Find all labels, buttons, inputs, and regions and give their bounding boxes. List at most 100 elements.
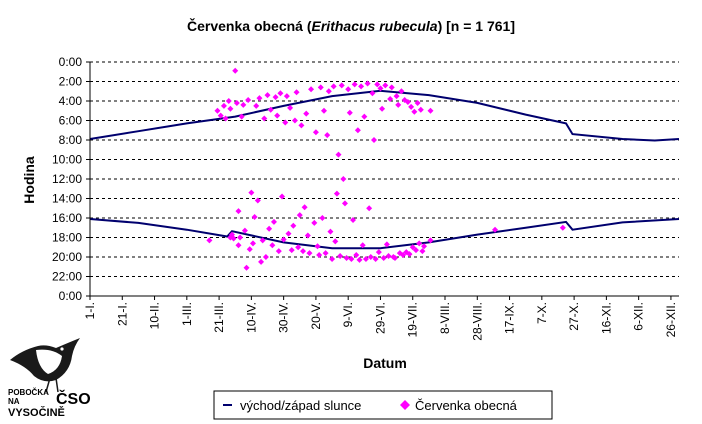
robin-point [427, 237, 434, 244]
robin-point [235, 242, 242, 249]
robin-point [414, 99, 421, 106]
y-tick-label: 16:00 [52, 211, 82, 225]
robin-point [353, 252, 360, 259]
robin-point [408, 103, 415, 110]
robin-point [367, 254, 374, 260]
robin-point [319, 215, 326, 221]
robin-point [298, 122, 305, 129]
y-axis-title: Hodina [21, 156, 37, 204]
robin-point [421, 243, 428, 250]
robin-point [282, 119, 289, 126]
robin-point [330, 83, 337, 90]
robin-point [261, 115, 268, 122]
x-tick-label: 16-XI. [599, 302, 613, 334]
x-tick-label: 6-XII. [632, 302, 646, 331]
robin-point [385, 253, 392, 260]
robin-point [338, 82, 345, 89]
robin-point [227, 105, 234, 112]
y-tick-label: 22:00 [52, 270, 82, 284]
robin-point [258, 258, 265, 265]
robin-point [380, 254, 387, 261]
robin-point [248, 189, 255, 196]
robin-point [233, 99, 240, 106]
robin-point [238, 113, 245, 120]
cso-logo: POBOČKA ČSO NA VYSOČINĚ [8, 338, 91, 419]
legend-box [213, 390, 553, 420]
robin-point [222, 115, 229, 122]
robin-point [324, 132, 331, 139]
robin-point [262, 254, 269, 260]
robin-point [237, 234, 244, 241]
x-tick-label: 27-X. [567, 302, 581, 331]
x-tick-label: 10-IV. [244, 302, 258, 333]
robin-point [320, 107, 327, 114]
robin-point [220, 102, 227, 109]
robin-point [287, 104, 294, 111]
robin-point [340, 176, 347, 182]
y-tick-label: 8:00 [59, 133, 83, 147]
x-tick-label: 20-V. [309, 302, 323, 330]
legend-diamond-marker [400, 400, 410, 410]
legend: východ/západ slunce Červenka obecná [213, 390, 553, 420]
chart-title-prefix: Červenka obecná ( [187, 17, 312, 34]
robin-point [266, 225, 273, 232]
robin-point [417, 106, 424, 113]
x-tick-label: 29-VI. [373, 302, 387, 334]
robin-point [383, 241, 390, 248]
robin-point [343, 254, 350, 261]
robin-point [345, 86, 352, 93]
logo-big: ČSO [56, 389, 91, 408]
x-tick-label: 26-XII. [664, 302, 678, 337]
robin-point [314, 243, 321, 250]
robin-point [291, 117, 298, 124]
robin-point [356, 256, 363, 263]
x-tick-label: 21-III. [212, 302, 226, 333]
robin-point [351, 81, 358, 88]
robin-point [308, 86, 315, 93]
robin-point [304, 232, 311, 239]
robin-point [312, 129, 319, 136]
robin-point [335, 151, 342, 158]
robin-point [274, 112, 281, 119]
robin-point [311, 219, 318, 226]
robin-point [391, 254, 398, 261]
robin-point [300, 248, 307, 255]
y-tick-label: 2:00 [59, 75, 83, 89]
robin-point [369, 90, 376, 97]
robin-point [264, 92, 271, 99]
robin-point [354, 127, 361, 134]
robin-point [316, 252, 323, 259]
robin-point [412, 247, 419, 254]
x-tick-label: 9-VI. [341, 302, 355, 327]
robin-point [341, 200, 348, 207]
robin-point [214, 107, 221, 114]
x-tick-labels: 1-I. 21-I. 10-II. 1-III. 21-III. 10-IV. 30-IV.… [83, 296, 678, 341]
y-tick-label: 12:00 [52, 172, 82, 186]
robin-point [364, 80, 371, 87]
logo-line3: VYSOČINĚ [8, 406, 65, 419]
sunrise-line [89, 218, 680, 250]
robin-point [253, 102, 260, 109]
robin-point [332, 238, 339, 245]
robin-point [404, 98, 411, 105]
robin-point [350, 216, 357, 223]
robin-point [358, 83, 365, 90]
robin-point [295, 244, 302, 251]
robin-point [559, 224, 566, 231]
y-tick-label: 4:00 [59, 94, 83, 108]
x-axis-title: Datum [363, 355, 407, 371]
x-tick-label: 8-VIII. [438, 302, 452, 334]
robin-point [285, 230, 292, 237]
robin-point [427, 107, 434, 114]
robin-point [256, 95, 263, 102]
x-tick-label: 21-I. [115, 302, 129, 326]
robin-point [283, 93, 290, 100]
robin-point [243, 264, 250, 271]
robin-point [359, 242, 366, 249]
legend-label-robin: Červenka obecná [415, 398, 518, 413]
sunset-line [89, 89, 680, 142]
x-tick-label: 7-X. [535, 302, 549, 324]
robin-point [241, 227, 248, 234]
robin-point [269, 242, 276, 249]
robin-point [240, 101, 247, 108]
